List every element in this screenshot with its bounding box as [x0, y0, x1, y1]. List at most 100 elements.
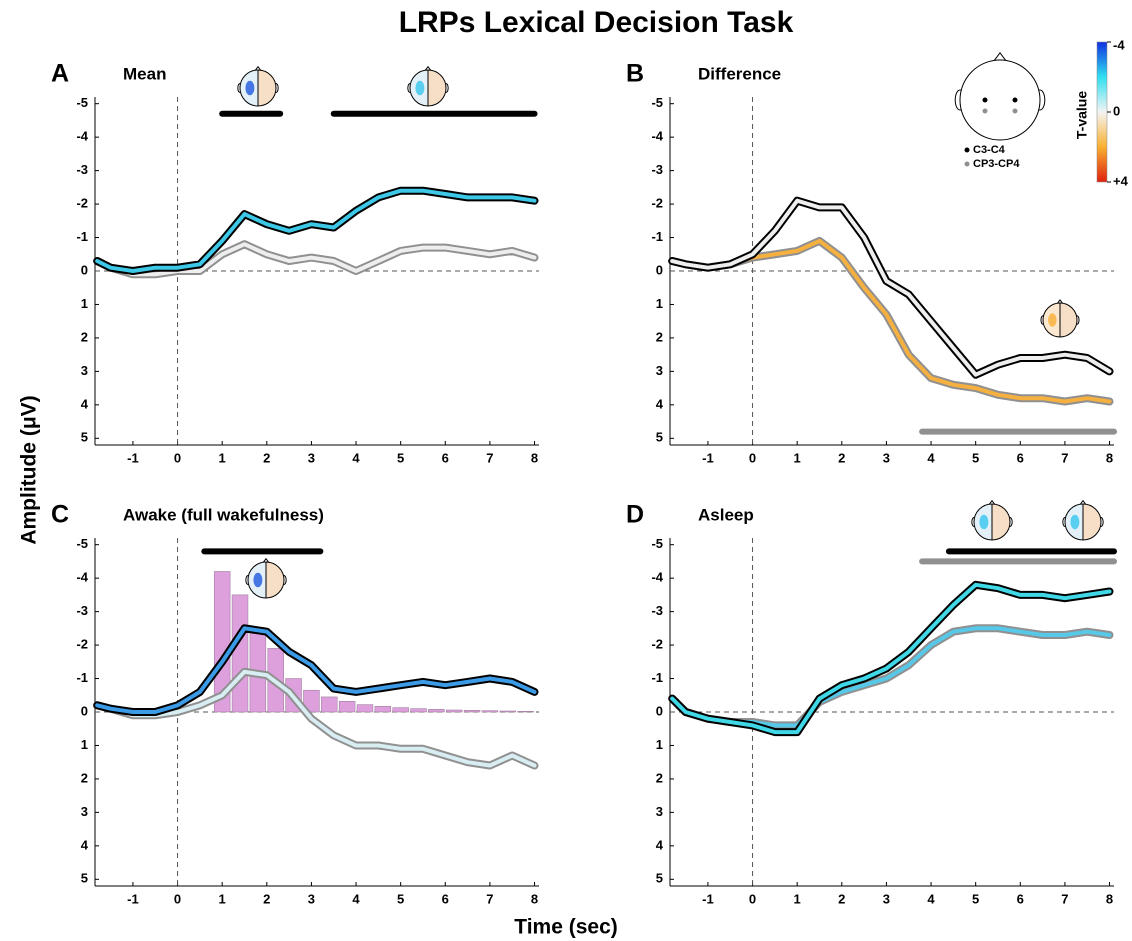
topo-spot	[979, 514, 989, 530]
topo-head	[959, 59, 1041, 141]
electrode	[1012, 108, 1018, 114]
histogram-bar	[374, 706, 392, 713]
figure-title: LRPs Lexical Decision Task	[399, 6, 794, 39]
y-tick-label: -4	[651, 570, 663, 585]
panel-letter: D	[626, 501, 644, 529]
x-tick-label: 8	[1106, 450, 1113, 465]
x-tick-label: 7	[486, 450, 493, 465]
histogram-bar	[517, 711, 534, 713]
x-tick-label: 7	[1061, 891, 1068, 906]
histogram-bar	[231, 594, 249, 713]
colorbar-label: T-value	[1074, 91, 1090, 139]
panel-title: Asleep	[698, 505, 754, 524]
histogram-bar	[499, 710, 516, 713]
topo-right	[428, 70, 446, 106]
x-tick-label: 4	[352, 450, 360, 465]
y-tick-label: 3	[656, 804, 663, 819]
y-tick-label: 4	[81, 837, 89, 852]
x-tick-label: 1	[794, 891, 801, 906]
topo-map	[245, 557, 287, 599]
x-axis-label: Time (sec)	[514, 916, 618, 939]
y-tick-label: -3	[76, 603, 88, 618]
x-tick-label: -1	[702, 450, 714, 465]
y-tick-label: -2	[76, 637, 88, 652]
x-tick-label: 0	[749, 450, 756, 465]
x-tick-label: 6	[442, 450, 449, 465]
topo-right	[1060, 303, 1077, 337]
x-tick-label: 2	[838, 891, 845, 906]
topo-right	[1083, 504, 1101, 540]
series-line-fill	[95, 188, 537, 273]
topo-map	[1040, 299, 1080, 338]
x-tick-label: -1	[127, 450, 139, 465]
topo-map	[971, 499, 1013, 541]
colorbar-tick-label: -4	[1113, 37, 1125, 52]
topo-right	[266, 562, 284, 598]
topo-nose	[993, 51, 1007, 62]
topo-right	[992, 504, 1010, 540]
x-tick-label: 5	[972, 450, 979, 465]
x-tick-label: 1	[219, 450, 226, 465]
topo-map	[237, 65, 279, 107]
x-tick-label: 2	[838, 450, 845, 465]
series-line-fill	[670, 198, 1112, 377]
topo-nose	[254, 65, 262, 71]
x-tick-label: 0	[174, 450, 181, 465]
x-tick-label: 5	[397, 891, 404, 906]
series-line-fill	[670, 626, 1112, 728]
panel-letter: C	[51, 501, 69, 529]
electrode	[982, 97, 988, 103]
y-tick-label: 2	[81, 770, 88, 785]
y-tick-label: 5	[656, 430, 663, 445]
x-tick-label: 5	[397, 450, 404, 465]
x-tick-label: 1	[219, 891, 226, 906]
y-tick-label: -2	[651, 637, 663, 652]
y-tick-label: 1	[656, 296, 663, 311]
y-tick-label: 2	[656, 770, 663, 785]
histogram-bar	[428, 709, 445, 713]
x-tick-label: 1	[794, 450, 801, 465]
y-tick-label: -3	[651, 162, 663, 177]
topo-nose	[988, 499, 996, 505]
topo-nose	[262, 557, 270, 563]
series-line-fill	[95, 242, 537, 277]
topo-spot	[415, 80, 425, 96]
legend-label: CP3-CP4	[973, 158, 1020, 170]
x-tick-label: 2	[263, 450, 270, 465]
topo-right	[258, 70, 276, 106]
electrode	[1012, 97, 1018, 103]
series-line-fill	[670, 582, 1112, 735]
topo-spot	[1048, 313, 1057, 327]
colorbar-tick-label: +4	[1113, 173, 1129, 188]
histogram-bar	[410, 708, 427, 713]
y-tick-label: -2	[76, 196, 88, 211]
y-tick-label: -3	[651, 603, 663, 618]
y-tick-label: 0	[656, 703, 663, 718]
y-tick-label: -3	[76, 162, 88, 177]
legend-marker	[964, 147, 970, 153]
y-axis-label: Amplitude (μV)	[18, 395, 41, 544]
y-tick-label: 4	[81, 396, 89, 411]
histogram-bar	[321, 696, 338, 713]
x-tick-label: 2	[263, 891, 270, 906]
topo-nose	[1057, 299, 1063, 304]
y-tick-label: -5	[76, 95, 88, 110]
x-tick-label: 8	[531, 891, 538, 906]
y-tick-label: 1	[656, 737, 663, 752]
y-tick-label: 0	[81, 262, 88, 277]
histogram-bar	[392, 707, 409, 713]
topo-map	[1062, 499, 1104, 541]
y-tick-label: 3	[81, 363, 88, 378]
x-tick-label: 8	[1106, 891, 1113, 906]
y-tick-label: 1	[81, 737, 88, 752]
y-tick-label: 3	[81, 804, 88, 819]
y-tick-label: -2	[651, 196, 663, 211]
x-tick-label: 3	[883, 891, 890, 906]
topo-spot	[253, 572, 263, 588]
y-tick-label: 1	[81, 296, 88, 311]
y-tick-label: 4	[656, 396, 664, 411]
y-tick-label: -5	[651, 95, 663, 110]
x-tick-label: 8	[531, 450, 538, 465]
histogram-bar	[356, 704, 374, 713]
